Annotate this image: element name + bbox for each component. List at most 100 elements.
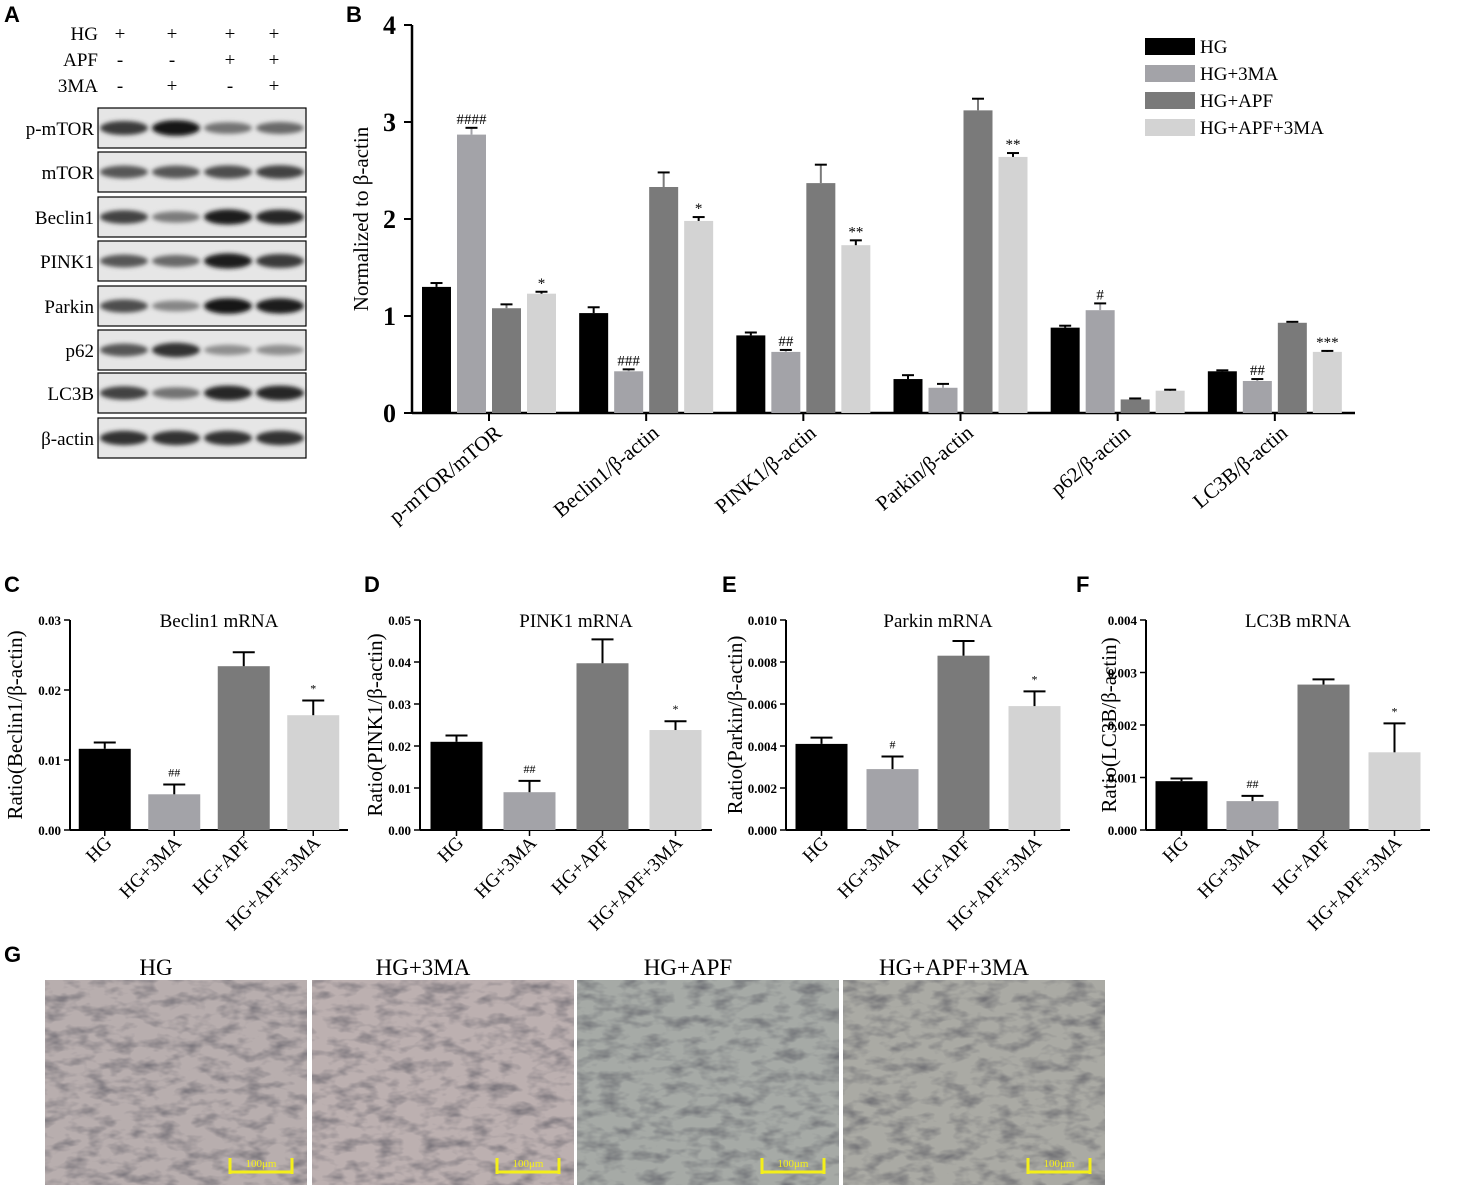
blot-row-label: p-mTOR	[26, 119, 95, 140]
blot-band	[204, 385, 252, 401]
bar	[771, 351, 801, 413]
bar	[1277, 322, 1307, 413]
bar	[1120, 399, 1150, 413]
x-tick-label: HG+APF	[189, 833, 255, 899]
y-tick-label: 0.00	[38, 823, 61, 838]
x-tick-label: LC3B/β-actin	[1188, 420, 1292, 513]
micrograph-label: HG+APF+3MA	[879, 955, 1029, 980]
x-tick-label: HG	[1159, 832, 1193, 866]
significance-label: #	[1096, 287, 1104, 303]
x-tick-label: HG+APF	[1269, 833, 1335, 899]
chart-title: PINK1 mRNA	[519, 611, 633, 632]
x-tick-label: PINK1/β-actin	[710, 420, 821, 518]
blot-band	[152, 430, 200, 446]
bar	[148, 794, 201, 830]
y-tick-label: 3	[383, 108, 396, 137]
blot-band	[100, 121, 148, 135]
y-axis-title: Ratio(LC3B/β-actin)	[1097, 637, 1121, 812]
x-tick-label: Beclin1/β-actin	[549, 420, 664, 522]
blot-band	[152, 255, 200, 267]
panel-letter-e: E	[722, 572, 737, 597]
significance-label: *	[695, 201, 703, 217]
cell-texture	[312, 980, 574, 1185]
parkin-mrna-chart: 0.000 0.002 0.004 0.006 0.008 0.010Ratio(Park…	[723, 611, 1070, 935]
bar	[422, 286, 451, 413]
cell-texture	[45, 980, 307, 1185]
bar	[998, 156, 1028, 414]
x-tick-label: p-mTOR/mTOR	[384, 420, 506, 528]
blot-band	[100, 210, 148, 224]
panel-letter-a: A	[4, 2, 20, 27]
bar	[1155, 390, 1185, 413]
blot-band	[100, 430, 148, 446]
blot-row-label: mTOR	[42, 163, 95, 184]
condition-sign: +	[269, 50, 280, 71]
significance-label: ##	[778, 334, 794, 350]
y-tick-label: 4	[383, 11, 396, 40]
bar	[614, 371, 644, 413]
bar	[893, 379, 923, 413]
x-tick-label: HG+3MA	[1194, 832, 1264, 902]
y-tick-label: 0.02	[38, 683, 61, 698]
pink1-mrna-chart: 0.00 0.01 0.02 0.03 0.04 0.05Ratio(PINK1/β-ac…	[363, 611, 712, 935]
micrograph-label: HG	[139, 955, 172, 980]
condition-sign: +	[115, 24, 126, 45]
y-axis-title: Normalized to β-actin	[349, 126, 373, 311]
panel-letter-f: F	[1076, 572, 1090, 597]
bar	[1242, 380, 1272, 413]
micrograph-label: HG+3MA	[376, 955, 471, 980]
y-tick-label: 0.000	[748, 823, 777, 838]
blot-band	[100, 165, 148, 179]
bar	[576, 663, 629, 830]
y-tick-label: 0.02	[388, 739, 411, 754]
bar	[649, 730, 702, 830]
y-tick-label: 0.01	[388, 781, 411, 796]
bar	[78, 748, 131, 830]
x-tick-label: HG+3MA	[116, 832, 186, 902]
x-tick-label: HG+3MA	[471, 832, 541, 902]
bar	[806, 183, 836, 413]
micrograph-panel: HG 100μm HG+3MA 100μm HG+APF 100μm HG+APF+3MA 1…	[45, 955, 1105, 1185]
blot-band	[204, 298, 252, 314]
y-tick-label: 0.008	[748, 655, 778, 670]
bar	[963, 110, 993, 414]
scale-bar-label: 100μm	[246, 1158, 277, 1170]
blot-band	[256, 209, 304, 225]
significance-label: ##	[524, 762, 536, 776]
blot-band	[204, 165, 252, 179]
bar	[457, 134, 486, 414]
western-blot-panel: HG + + + +APF - - + +3MA - + - + p-mTORmTORBeclin1PI…	[26, 24, 307, 459]
blot-band	[152, 387, 200, 399]
bar	[492, 308, 521, 413]
chart-title: LC3B mRNA	[1245, 611, 1351, 632]
legend-swatch	[1145, 38, 1195, 55]
chart-title: Beclin1 mRNA	[160, 611, 279, 632]
blot-band	[204, 344, 252, 356]
y-tick-label: 0.010	[748, 613, 777, 628]
blot-band	[152, 165, 200, 179]
legend-label: HG+APF+3MA	[1200, 118, 1324, 139]
bar	[287, 715, 340, 830]
bar	[937, 655, 990, 830]
significance-label: **	[1006, 137, 1021, 153]
significance-label: ###	[617, 353, 640, 369]
y-tick-label: 1	[383, 302, 396, 331]
bar	[1155, 781, 1208, 830]
significance-label: *	[1032, 672, 1038, 686]
condition-sign: +	[269, 24, 280, 45]
condition-label: HG	[71, 24, 99, 45]
scale-bar-label: 100μm	[1044, 1158, 1075, 1170]
bar	[1050, 327, 1080, 413]
significance-label: ##	[168, 766, 180, 780]
legend-swatch	[1145, 92, 1195, 109]
y-tick-label: 0	[383, 399, 396, 428]
bar	[1368, 752, 1421, 830]
panel-letter-g: G	[4, 942, 22, 967]
blot-band	[152, 211, 200, 223]
bar	[1207, 371, 1237, 413]
y-tick-label: 0.000	[1108, 823, 1137, 838]
blot-band	[100, 254, 148, 268]
blot-row-label: β-actin	[41, 429, 94, 450]
y-axis-title: Ratio(PINK1/β-actin)	[363, 633, 387, 816]
blot-band	[256, 344, 304, 356]
